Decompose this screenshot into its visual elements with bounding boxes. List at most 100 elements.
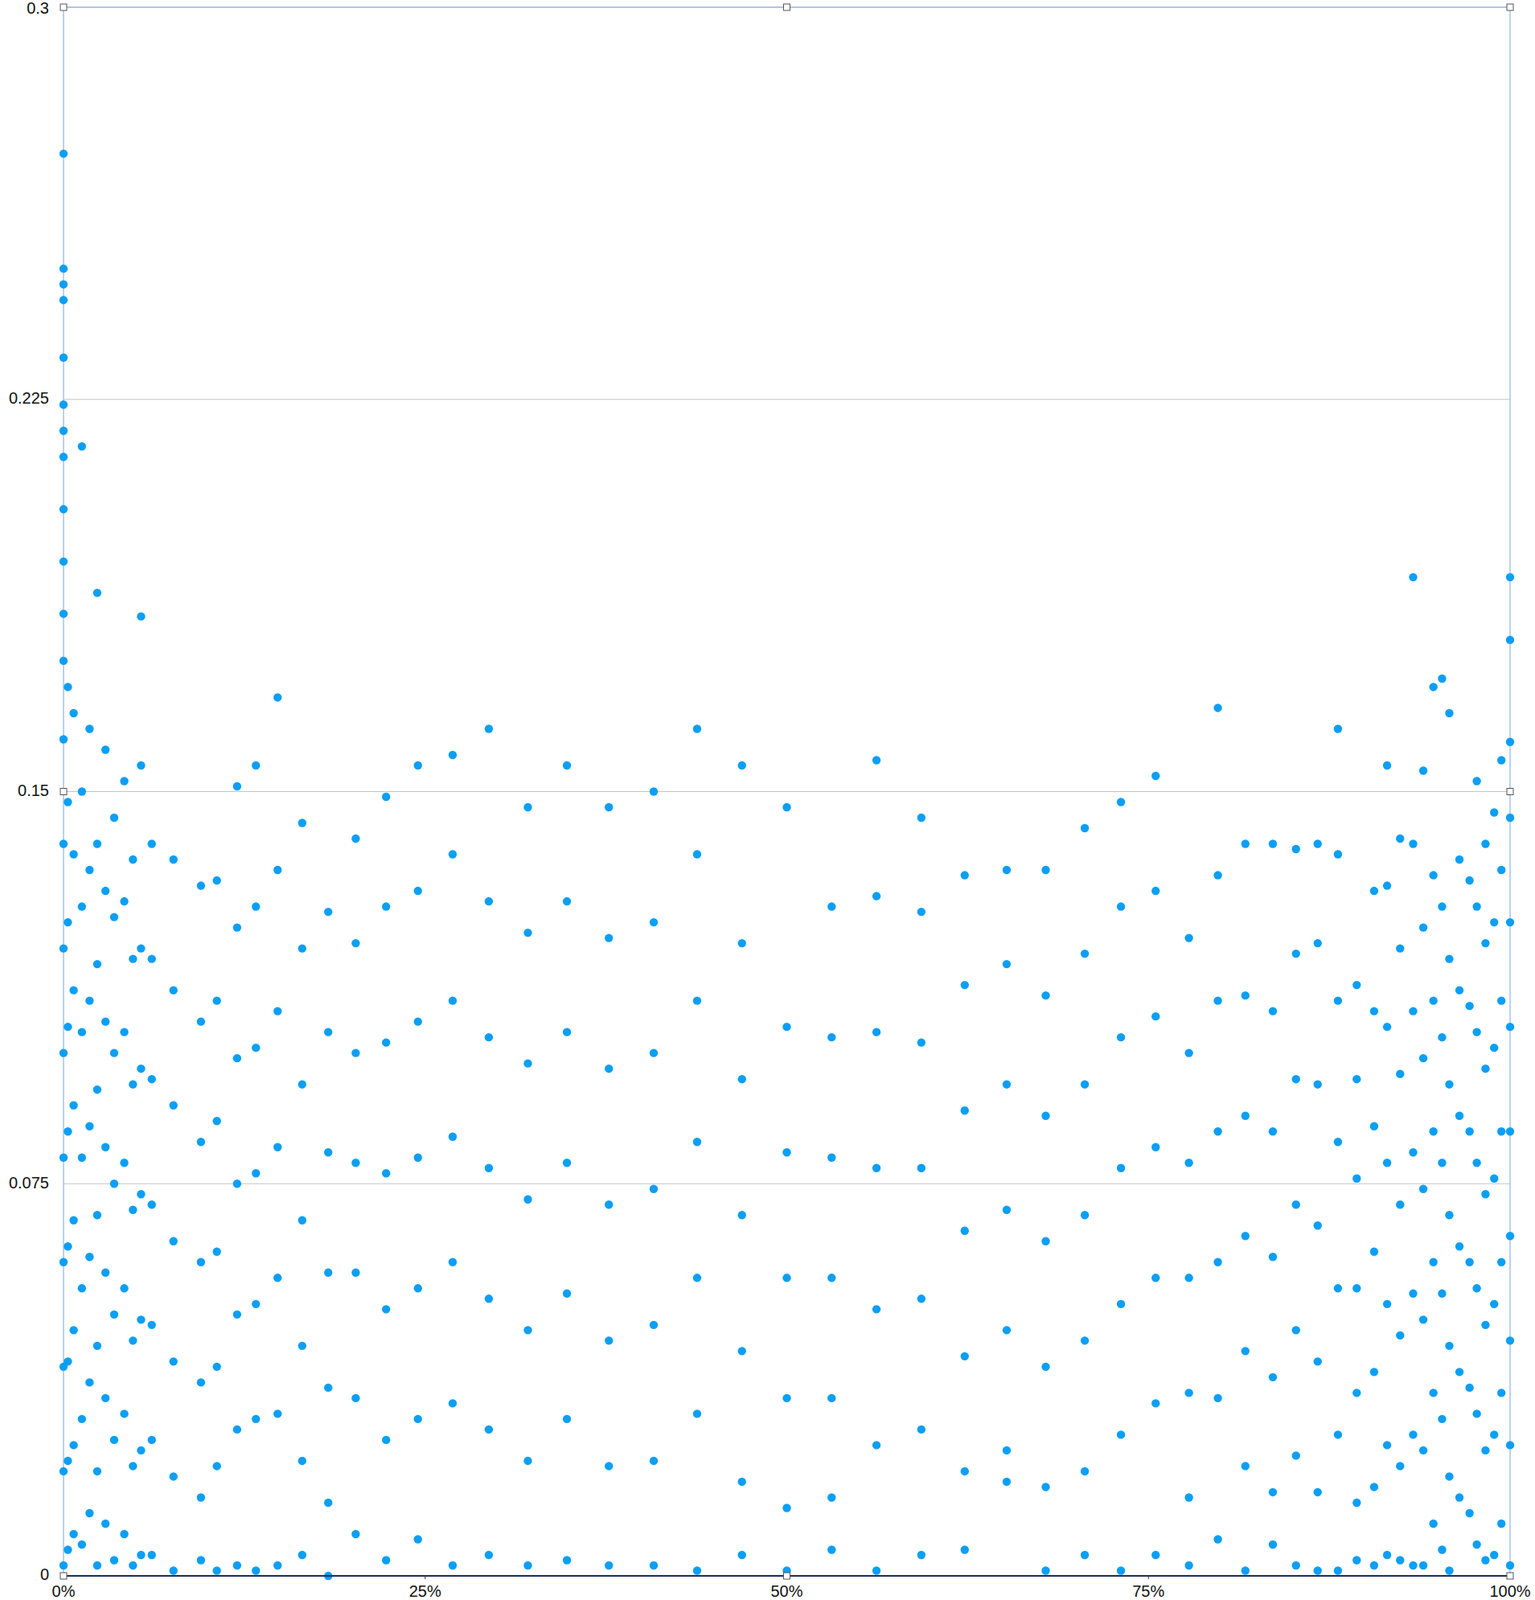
point bbox=[273, 1143, 282, 1152]
point bbox=[1395, 1461, 1404, 1470]
point bbox=[147, 839, 156, 848]
point bbox=[212, 876, 221, 885]
point bbox=[1184, 1048, 1193, 1057]
handle bbox=[60, 788, 67, 796]
point bbox=[1428, 682, 1437, 691]
point bbox=[1428, 870, 1437, 879]
point bbox=[872, 1440, 881, 1449]
point bbox=[1437, 1545, 1446, 1554]
point bbox=[1116, 1300, 1125, 1309]
point bbox=[1506, 573, 1515, 582]
point bbox=[1506, 1336, 1515, 1345]
point bbox=[77, 902, 87, 911]
point bbox=[693, 724, 702, 733]
point bbox=[1465, 876, 1474, 885]
point bbox=[562, 1289, 571, 1298]
point bbox=[1352, 1498, 1361, 1507]
point bbox=[1506, 1440, 1515, 1449]
point bbox=[1213, 703, 1222, 712]
point bbox=[212, 1116, 221, 1125]
point bbox=[1506, 813, 1515, 822]
point bbox=[1002, 1477, 1011, 1486]
point bbox=[1455, 985, 1464, 994]
point bbox=[128, 954, 137, 963]
point bbox=[1497, 1258, 1506, 1267]
point bbox=[233, 1179, 242, 1188]
grid bbox=[63, 7, 1511, 1580]
point bbox=[1419, 1561, 1428, 1570]
point bbox=[136, 1551, 145, 1560]
point bbox=[1481, 1321, 1490, 1330]
point bbox=[649, 1048, 658, 1057]
point bbox=[1419, 1446, 1428, 1455]
point bbox=[1268, 839, 1277, 848]
x-tick-label: 50% bbox=[770, 1582, 803, 1600]
point bbox=[381, 1555, 390, 1564]
point bbox=[1292, 1200, 1301, 1209]
point bbox=[1151, 771, 1160, 780]
point bbox=[212, 1362, 221, 1371]
point bbox=[1333, 1566, 1343, 1575]
point bbox=[782, 803, 791, 812]
point bbox=[93, 839, 102, 848]
point bbox=[523, 1058, 532, 1068]
point bbox=[77, 1153, 87, 1162]
y-tick-label: 0.225 bbox=[8, 389, 50, 407]
point bbox=[782, 1394, 791, 1403]
point bbox=[1465, 1258, 1474, 1267]
point bbox=[77, 1540, 87, 1549]
point bbox=[69, 709, 78, 718]
point bbox=[169, 1101, 178, 1110]
point bbox=[1333, 996, 1343, 1005]
point bbox=[1268, 1006, 1277, 1015]
point bbox=[1489, 1551, 1499, 1560]
point bbox=[119, 1284, 128, 1293]
point bbox=[1333, 1137, 1343, 1146]
point bbox=[1472, 1158, 1481, 1167]
point bbox=[1497, 996, 1506, 1005]
handle bbox=[783, 4, 791, 11]
point bbox=[85, 996, 94, 1005]
point bbox=[1455, 1112, 1464, 1121]
point bbox=[738, 761, 747, 770]
y-tick-label: 0.3 bbox=[26, 0, 50, 17]
point bbox=[693, 1273, 702, 1282]
point bbox=[1437, 1158, 1446, 1167]
point bbox=[414, 1284, 423, 1293]
point bbox=[233, 923, 242, 932]
point bbox=[59, 839, 68, 848]
y-tick-label: 0.15 bbox=[17, 781, 50, 800]
point bbox=[1489, 918, 1499, 927]
point bbox=[872, 1566, 881, 1575]
point bbox=[1408, 1561, 1417, 1570]
point bbox=[523, 1325, 532, 1334]
point bbox=[85, 1378, 94, 1387]
point bbox=[448, 1399, 457, 1408]
point bbox=[1419, 1315, 1428, 1324]
point bbox=[1437, 674, 1446, 683]
handle bbox=[783, 1572, 791, 1580]
point bbox=[1395, 1331, 1404, 1340]
point bbox=[119, 776, 128, 785]
point bbox=[649, 1321, 658, 1330]
point bbox=[782, 1022, 791, 1031]
point bbox=[233, 1425, 242, 1434]
point bbox=[1370, 1367, 1379, 1376]
point bbox=[128, 1336, 137, 1345]
point bbox=[414, 886, 423, 895]
point bbox=[1241, 1566, 1250, 1575]
point bbox=[1419, 1054, 1428, 1063]
point bbox=[1080, 1551, 1089, 1560]
point bbox=[85, 1509, 94, 1518]
point bbox=[1213, 1535, 1222, 1544]
point bbox=[917, 1164, 926, 1173]
point bbox=[827, 1493, 836, 1502]
point bbox=[484, 897, 493, 906]
point bbox=[1333, 849, 1343, 858]
point bbox=[63, 682, 72, 691]
point bbox=[197, 1555, 206, 1564]
point bbox=[147, 1436, 156, 1445]
point bbox=[251, 1300, 260, 1309]
point bbox=[1428, 1388, 1437, 1397]
point bbox=[1455, 1493, 1464, 1502]
